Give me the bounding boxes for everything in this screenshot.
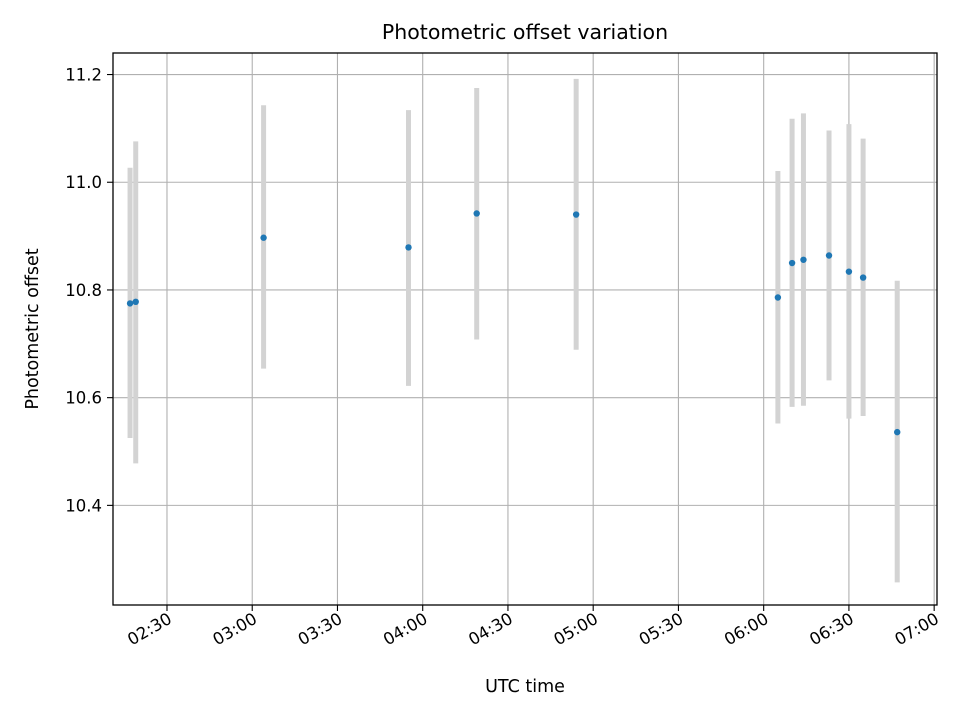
y-tick-label: 10.4 bbox=[65, 496, 102, 515]
data-point bbox=[845, 268, 853, 275]
data-point bbox=[774, 294, 782, 301]
chart-title: Photometric offset variation bbox=[382, 20, 668, 44]
data-point bbox=[788, 259, 796, 267]
y-tick-label: 11.0 bbox=[65, 173, 102, 192]
y-tick-label: 10.8 bbox=[65, 281, 102, 300]
data-point bbox=[260, 234, 267, 241]
data-point bbox=[859, 274, 867, 281]
data-point bbox=[894, 428, 901, 436]
y-tick-label: 10.6 bbox=[65, 389, 102, 408]
plot-area bbox=[113, 53, 937, 605]
plot-frame bbox=[112, 52, 938, 606]
data-point bbox=[126, 300, 134, 307]
data-point bbox=[473, 210, 480, 217]
data-point bbox=[132, 298, 139, 306]
y-axis-label: Photometric offset bbox=[23, 248, 43, 409]
y-axis-ticks: 10.4 10.6 10.8 11.0 11.2 bbox=[65, 66, 113, 515]
data-point bbox=[800, 256, 807, 263]
data-point bbox=[572, 211, 580, 218]
x-axis-label: UTC time bbox=[485, 677, 565, 697]
data-points bbox=[126, 210, 901, 436]
data-point bbox=[825, 252, 833, 259]
y-tick-label: 11.2 bbox=[65, 66, 102, 85]
data-point bbox=[405, 244, 412, 251]
